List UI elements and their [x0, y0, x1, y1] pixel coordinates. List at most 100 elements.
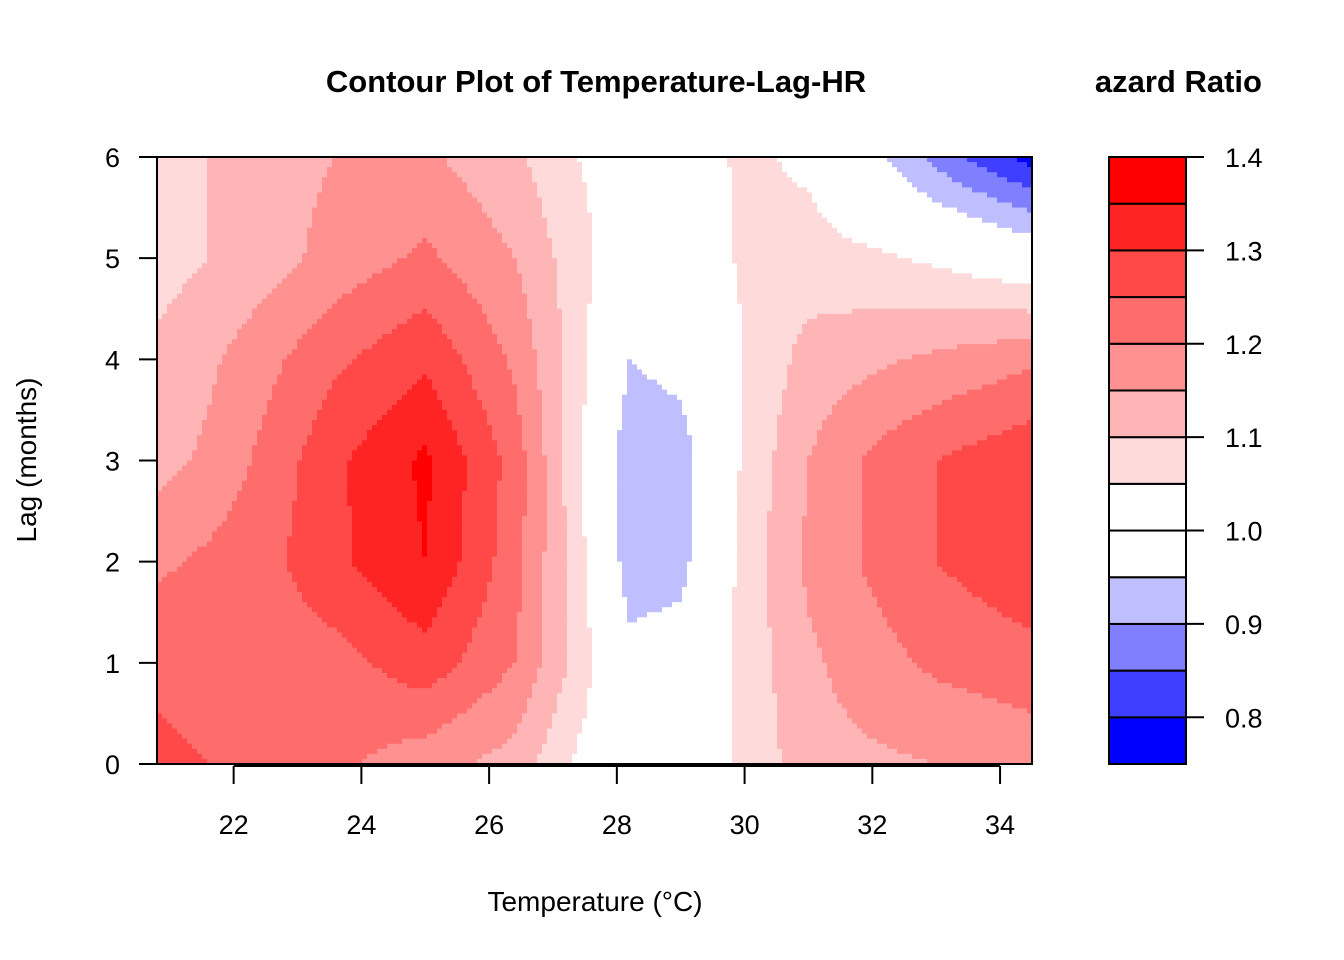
contour-cell — [667, 197, 673, 203]
contour-cell — [862, 177, 868, 183]
contour-cell — [542, 283, 548, 289]
contour-cell — [757, 223, 763, 229]
contour-cell — [932, 233, 938, 239]
contour-cell — [982, 218, 988, 224]
contour-cell — [677, 263, 683, 269]
contour-cell — [602, 203, 608, 209]
contour-cell — [847, 192, 853, 198]
contour-cell — [592, 233, 598, 239]
contour-cell — [947, 238, 953, 244]
contour-cell — [912, 263, 918, 269]
contour-cell — [807, 182, 813, 188]
contour-cell — [302, 283, 308, 289]
contour-cell — [992, 197, 998, 203]
contour-cell — [792, 238, 798, 244]
contour-cell — [977, 289, 983, 295]
contour-cell — [972, 182, 978, 188]
contour-cell — [827, 208, 833, 214]
contour-cell — [492, 238, 498, 244]
contour-cell — [642, 177, 648, 183]
contour-cell — [162, 278, 168, 284]
contour-cell — [522, 268, 528, 274]
contour-cell — [557, 192, 563, 198]
contour-cell — [652, 228, 658, 234]
contour-cell — [927, 167, 933, 173]
contour-cell — [192, 299, 198, 305]
contour-cell — [652, 273, 658, 279]
contour-cell — [827, 238, 833, 244]
contour-cell — [507, 278, 513, 284]
contour-cell — [557, 253, 563, 259]
contour-cell — [802, 228, 808, 234]
contour-cell — [442, 273, 448, 279]
contour-cell — [242, 187, 248, 193]
contour-cell — [267, 289, 273, 295]
contour-cell — [447, 238, 453, 244]
contour-cell — [387, 273, 393, 279]
contour-cell — [337, 248, 343, 254]
contour-cell — [462, 223, 468, 229]
contour-cell — [232, 294, 238, 300]
contour-cell — [532, 233, 538, 239]
contour-cell — [637, 213, 643, 219]
contour-cell — [542, 268, 548, 274]
contour-cell — [907, 238, 913, 244]
contour-cell — [292, 167, 298, 173]
contour-cell — [512, 233, 518, 239]
contour-cell — [752, 208, 758, 214]
contour-cell — [372, 233, 378, 239]
contour-cell — [302, 208, 308, 214]
contour-cell — [277, 243, 283, 249]
contour-cell — [912, 177, 918, 183]
contour-cell — [967, 289, 973, 295]
contour-cell — [187, 253, 193, 259]
contour-cell — [882, 228, 888, 234]
contour-cell — [307, 248, 313, 254]
contour-cell — [357, 263, 363, 269]
contour-cell — [937, 208, 943, 214]
contour-cell — [307, 243, 313, 249]
contour-cell — [972, 223, 978, 229]
contour-cell — [812, 213, 818, 219]
contour-cell — [392, 197, 398, 203]
contour-cell — [922, 268, 928, 274]
contour-cell — [237, 218, 243, 224]
contour-cell — [757, 192, 763, 198]
contour-cell — [462, 182, 468, 188]
contour-cell — [827, 258, 833, 264]
contour-cell — [272, 223, 278, 229]
contour-cell — [597, 248, 603, 254]
contour-cell — [762, 172, 768, 178]
contour-cell — [502, 258, 508, 264]
contour-cell — [767, 283, 773, 289]
contour-cell — [862, 258, 868, 264]
contour-cell — [467, 203, 473, 209]
contour-cell — [567, 299, 573, 305]
contour-cell — [477, 238, 483, 244]
contour-cell — [792, 223, 798, 229]
contour-cell — [702, 278, 708, 284]
contour-cell — [292, 228, 298, 234]
contour-cell — [477, 263, 483, 269]
contour-cell — [652, 187, 658, 193]
contour-cell — [952, 197, 958, 203]
contour-cell — [867, 268, 873, 274]
contour-cell — [377, 248, 383, 254]
contour-cell — [332, 228, 338, 234]
contour-cell — [877, 203, 883, 209]
contour-cell — [592, 248, 598, 254]
contour-cell — [687, 203, 693, 209]
contour-cell — [922, 223, 928, 229]
contour-cell — [952, 192, 958, 198]
contour-cell — [342, 258, 348, 264]
contour-cell — [917, 167, 923, 173]
contour-cell — [357, 289, 363, 295]
contour-cell — [907, 233, 913, 239]
contour-cell — [937, 268, 943, 274]
contour-cell — [382, 177, 388, 183]
contour-cell — [712, 268, 718, 274]
contour-cell — [797, 263, 803, 269]
contour-cell — [632, 273, 638, 279]
contour-cell — [292, 197, 298, 203]
contour-cell — [722, 263, 728, 269]
